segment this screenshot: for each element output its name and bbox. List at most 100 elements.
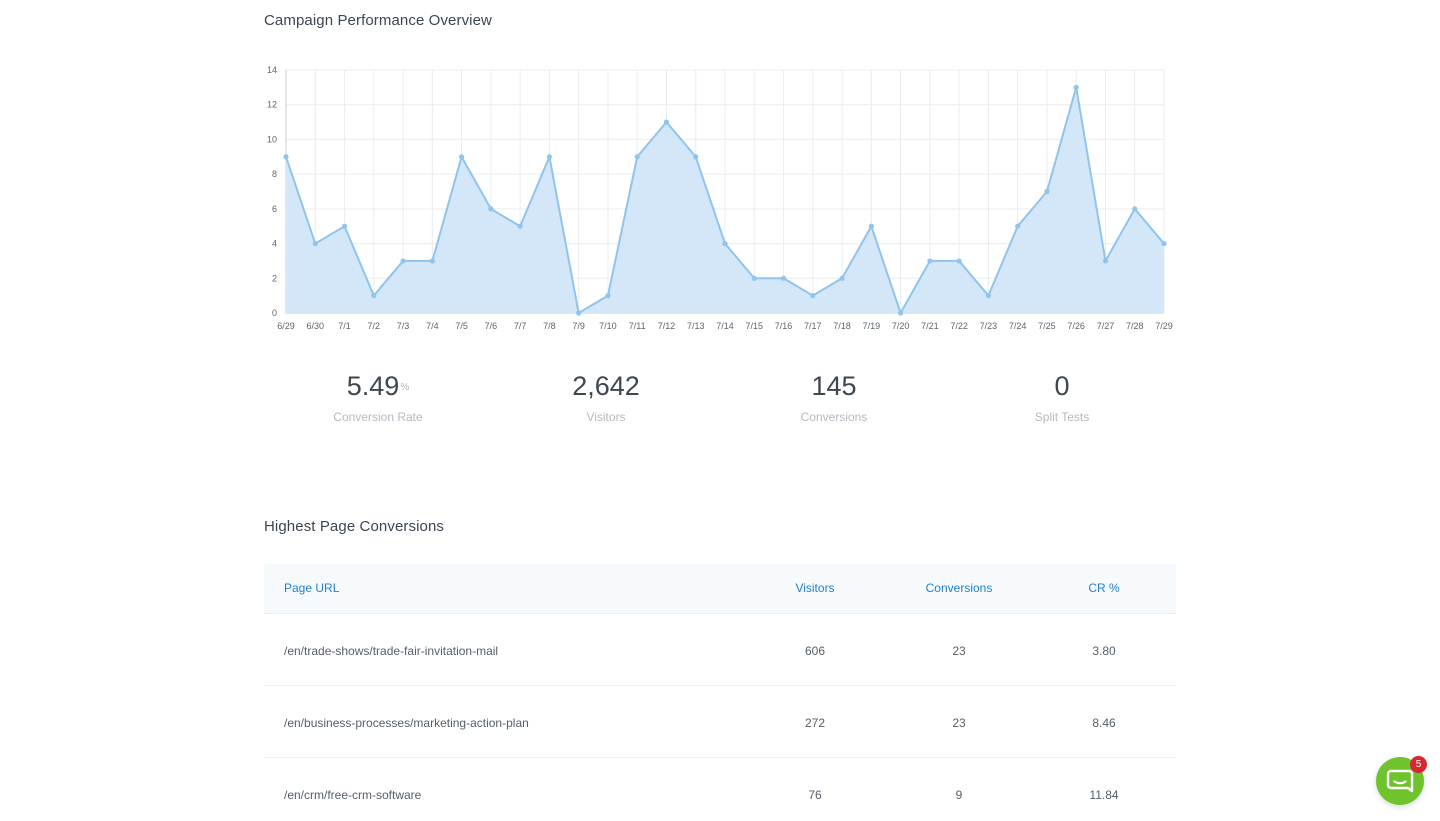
cell-visitors: 76 (808, 788, 822, 802)
data-point (1015, 223, 1021, 229)
stat-value: 0 (1054, 371, 1070, 401)
x-tick-label: 7/26 (1067, 321, 1085, 331)
header-conversions[interactable]: Conversions (925, 581, 993, 595)
x-tick-label: 7/2 (368, 321, 381, 331)
stat-conversion-rate: 5.49% Conversion Rate (264, 368, 492, 424)
header-page-url[interactable]: Page URL (284, 581, 340, 595)
x-tick-label: 7/29 (1155, 321, 1173, 331)
data-point (605, 293, 611, 299)
x-tick-label: 7/21 (921, 321, 939, 331)
campaign-performance-chart: 0 2 4 6 8 10 12 14 6/29 6/30 7/1 7/2 7/3 7/4 7/5 7/6 7/7… (267, 65, 1173, 331)
x-tick-label: 7/13 (687, 321, 705, 331)
data-point (780, 275, 787, 281)
y-tick-label: 4 (272, 239, 277, 249)
data-point (371, 293, 377, 299)
cell-conversions: 9 (955, 788, 963, 802)
y-tick-label: 0 (272, 308, 277, 318)
cell-visitors: 272 (804, 716, 826, 730)
x-tick-label: 7/9 (572, 321, 585, 331)
y-tick-label: 6 (272, 204, 277, 214)
x-tick-label: 7/5 (455, 321, 468, 331)
cell-conversions: 23 (952, 716, 966, 730)
x-tick-label: 7/27 (1097, 321, 1115, 331)
chat-icon (1386, 769, 1414, 793)
x-tick-label: 6/29 (277, 321, 295, 331)
x-tick-label: 7/4 (426, 321, 439, 331)
cell-url: /en/trade-shows/trade-fair-invitation-ma… (284, 644, 499, 658)
x-tick-label: 7/6 (485, 321, 498, 331)
data-point (283, 154, 289, 160)
data-point (1102, 258, 1109, 264)
data-point (488, 206, 494, 212)
data-point (517, 223, 523, 229)
data-point (1161, 240, 1167, 247)
cell-cr: 3.80 (1092, 644, 1116, 658)
stat-unit: % (400, 382, 410, 393)
chat-notification-badge: 5 (1410, 756, 1427, 773)
stat-conversions: 145 Conversions (720, 368, 948, 424)
x-tick-label: 7/22 (950, 321, 968, 331)
stat-label: Visitors (586, 410, 626, 424)
table-row: /en/business-processes/marketing-action-… (264, 686, 1176, 758)
table-header: Page URL Visitors Conversions CR % (264, 564, 1176, 614)
stats-row: 5.49% Conversion Rate 2,642 Visitors 145… (264, 368, 1176, 438)
stat-visitors: 2,642 Visitors (492, 368, 720, 424)
x-tick-label: 7/10 (599, 321, 617, 331)
x-tick-label: 7/1 (338, 321, 351, 331)
x-tick-label: 7/18 (833, 321, 851, 331)
stat-value: 2,642 (572, 371, 640, 401)
data-point (810, 293, 816, 299)
data-point (400, 258, 406, 264)
page-conversions-table: Page URL Visitors Conversions CR % /en/t… (264, 564, 1176, 821)
data-point (429, 258, 435, 264)
x-tick-label: 7/12 (658, 321, 676, 331)
stat-label: Split Tests (1034, 410, 1090, 424)
data-point (341, 223, 348, 229)
data-point (927, 258, 933, 264)
stat-label: Conversion Rate (333, 410, 423, 424)
y-tick-label: 14 (267, 65, 277, 75)
data-point (1132, 206, 1138, 212)
data-point (546, 154, 553, 160)
data-point (751, 275, 757, 281)
x-tick-label: 7/14 (716, 321, 734, 331)
data-point (898, 310, 904, 316)
stat-value: 145 (811, 371, 857, 401)
data-point (839, 275, 845, 281)
x-tick-label: 7/3 (397, 321, 410, 331)
series-area (286, 87, 1164, 313)
table-row: /en/crm/free-crm-software 76 9 11.84 (264, 758, 1176, 821)
data-point (693, 154, 699, 160)
x-tick-label: 6/30 (307, 321, 325, 331)
y-tick-label: 12 (267, 100, 277, 110)
campaign-overview-title: Campaign Performance Overview (264, 12, 492, 29)
x-tick-label: 7/11 (629, 321, 646, 331)
cell-conversions: 23 (952, 644, 966, 658)
x-tick-label: 7/25 (1038, 321, 1056, 331)
data-point (1044, 188, 1050, 195)
cell-visitors: 606 (804, 644, 826, 658)
y-tick-label: 2 (272, 273, 277, 283)
x-tick-label: 7/7 (514, 321, 527, 331)
data-point (985, 293, 992, 299)
table-row: /en/trade-shows/trade-fair-invitation-ma… (264, 614, 1176, 686)
data-point (663, 119, 670, 125)
x-tick-label: 7/15 (746, 321, 764, 331)
x-tick-label: 7/17 (804, 321, 822, 331)
highest-conversions-title: Highest Page Conversions (264, 518, 444, 535)
data-point (1073, 84, 1079, 90)
data-point (956, 258, 962, 264)
x-tick-label: 7/23 (980, 321, 998, 331)
cell-url: /en/business-processes/marketing-action-… (284, 716, 529, 730)
cell-cr: 11.84 (1089, 788, 1119, 802)
y-tick-label: 8 (272, 169, 277, 179)
x-tick-label: 7/16 (775, 321, 793, 331)
header-cr[interactable]: CR % (1088, 581, 1120, 595)
data-point (868, 223, 874, 229)
y-tick-label: 10 (267, 134, 277, 144)
x-tick-label: 7/20 (892, 321, 910, 331)
stat-split-tests: 0 Split Tests (948, 368, 1176, 424)
header-visitors[interactable]: Visitors (795, 581, 835, 595)
x-tick-label: 7/24 (1009, 321, 1027, 331)
cell-url: /en/crm/free-crm-software (284, 788, 422, 802)
